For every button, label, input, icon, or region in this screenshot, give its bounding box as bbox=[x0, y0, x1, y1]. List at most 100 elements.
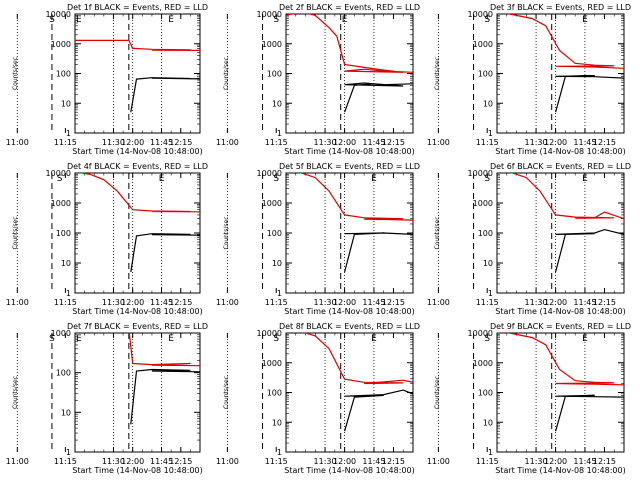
chart-title: Det 6f BLACK = Events, RED = LLD bbox=[490, 162, 631, 171]
x-tick-label: 12:00 bbox=[544, 298, 567, 307]
series-events-black bbox=[286, 81, 413, 113]
x-axis-label: Start Time (14-Nov-08 10:48:00) bbox=[284, 147, 414, 156]
chart-title: Det 2f BLACK = Events, RED = LLD bbox=[279, 3, 420, 12]
y-tick-label: 1 bbox=[277, 289, 282, 298]
series-lld-red bbox=[497, 14, 624, 69]
plot-frame bbox=[74, 332, 201, 453]
x-axis-label: Start Time (14-Nov-08 10:48:00) bbox=[495, 147, 625, 156]
x-tick-label: 11:45 bbox=[362, 298, 385, 307]
y-tick-label: 10 bbox=[272, 99, 282, 108]
x-tick-label: 12:00 bbox=[333, 457, 356, 466]
marker-s: S bbox=[57, 174, 63, 184]
x-tick-label: 11:30 bbox=[102, 138, 125, 147]
marker-e: E bbox=[342, 15, 348, 25]
y-tick-label: 10000 bbox=[46, 169, 71, 178]
x-tick-label: 11:45 bbox=[573, 457, 596, 466]
marker-s: S bbox=[273, 15, 279, 25]
x-axis-label: Start Time (14-Nov-08 10:48:00) bbox=[72, 466, 202, 475]
y-tick-label: 1000 bbox=[262, 359, 282, 368]
x-tick-label: 11:00 bbox=[216, 457, 239, 466]
x-tick-label: 11:00 bbox=[216, 298, 239, 307]
x-tick-label: 11:30 bbox=[314, 298, 337, 307]
y-tick-label: 1000 bbox=[262, 40, 282, 49]
y-tick-label: 1000 bbox=[51, 199, 71, 208]
chart-title: Det 8f BLACK = Events, RED = LLD bbox=[279, 322, 420, 331]
x-tick-label: 11:00 bbox=[6, 138, 29, 147]
y-axis-label: Counts/sec bbox=[12, 376, 19, 409]
plot-frame bbox=[285, 13, 414, 134]
x-tick-label: 11:30 bbox=[525, 298, 548, 307]
marker-e: E bbox=[582, 334, 588, 344]
series-events-black bbox=[286, 389, 413, 432]
y-tick-label: 10000 bbox=[468, 329, 493, 338]
x-tick-label: 12:15 bbox=[169, 457, 192, 466]
x-tick-label: 11:00 bbox=[427, 138, 450, 147]
chart-panel-9: Det 9f BLACK = Events, RED = LLD Counts/s… bbox=[427, 322, 631, 475]
chart-title: Det 9f BLACK = Events, RED = LLD bbox=[490, 322, 631, 331]
y-tick-label: 1 bbox=[66, 289, 71, 298]
y-tick-label: 1000 bbox=[473, 199, 493, 208]
marker-e: E bbox=[76, 334, 82, 344]
marker-s: S bbox=[49, 334, 55, 344]
x-tick-label: 11:00 bbox=[6, 298, 29, 307]
chart-panel-6: Det 6f BLACK = Events, RED = LLD Counts/s… bbox=[427, 162, 631, 316]
marker-s: S bbox=[273, 334, 279, 344]
y-tick-label: 1000 bbox=[51, 40, 71, 49]
x-tick-label: 11:00 bbox=[216, 138, 239, 147]
x-tick-label: 11:00 bbox=[6, 457, 29, 466]
x-tick-label: 12:00 bbox=[333, 298, 356, 307]
y-tick-label: 1 bbox=[488, 448, 493, 457]
series-events-black bbox=[75, 233, 200, 273]
plot-frame bbox=[496, 332, 625, 453]
x-tick-label: 12:15 bbox=[593, 457, 616, 466]
series-lld-red bbox=[286, 173, 413, 224]
series-lld-red bbox=[497, 333, 624, 386]
y-tick-label: 10000 bbox=[257, 329, 282, 338]
y-tick-label: 1000 bbox=[51, 329, 71, 338]
y-axis-label: Counts/sec bbox=[12, 216, 19, 249]
y-tick-label: 1 bbox=[66, 448, 71, 457]
x-tick-label: 12:00 bbox=[121, 457, 144, 466]
plot-frame bbox=[74, 13, 201, 134]
series-events-black bbox=[75, 368, 200, 425]
series-lld-red bbox=[75, 333, 200, 367]
y-tick-label: 100 bbox=[56, 229, 71, 238]
y-tick-label: 10 bbox=[61, 259, 71, 268]
x-tick-label: 12:15 bbox=[593, 138, 616, 147]
x-tick-label: 11:30 bbox=[525, 457, 548, 466]
y-tick-label: 1000 bbox=[473, 359, 493, 368]
x-tick-label: 11:15 bbox=[54, 457, 77, 466]
marker-e: E bbox=[168, 334, 174, 344]
series-lld-red bbox=[75, 39, 200, 53]
x-tick-label: 12:00 bbox=[544, 138, 567, 147]
x-axis-label: Start Time (14-Nov-08 10:48:00) bbox=[72, 307, 202, 316]
x-axis-label: Start Time (14-Nov-08 10:48:00) bbox=[495, 466, 625, 475]
y-tick-label: 100 bbox=[267, 389, 282, 398]
x-tick-label: 12:15 bbox=[169, 298, 192, 307]
y-tick-label: 100 bbox=[478, 389, 493, 398]
x-axis-label: Start Time (14-Nov-08 10:48:00) bbox=[495, 307, 625, 316]
x-tick-label: 11:30 bbox=[525, 138, 548, 147]
chart-panel-5: Det 5f BLACK = Events, RED = LLD Counts/s… bbox=[216, 162, 420, 316]
series-lld-red bbox=[497, 173, 624, 222]
x-tick-label: 12:15 bbox=[169, 138, 192, 147]
marker-e: E bbox=[371, 174, 377, 184]
x-tick-label: 12:15 bbox=[382, 298, 405, 307]
y-tick-label: 10000 bbox=[46, 10, 71, 19]
y-tick-label: 100 bbox=[56, 369, 71, 378]
y-tick-label: 10 bbox=[483, 418, 493, 427]
x-tick-label: 11:00 bbox=[427, 298, 450, 307]
x-tick-label: 11:45 bbox=[150, 138, 173, 147]
x-tick-label: 11:45 bbox=[573, 138, 596, 147]
chart-panel-4: Det 4f BLACK = Events, RED = LLD Counts/s… bbox=[6, 162, 208, 316]
y-axis-label: Counts/sec bbox=[434, 216, 441, 249]
chart-panel-3: Det 3f BLACK = Events, RED = LLD Counts/s… bbox=[427, 3, 631, 156]
chart-title: Det 4f BLACK = Events, RED = LLD bbox=[67, 162, 208, 171]
x-tick-label: 11:15 bbox=[265, 298, 288, 307]
series-lld-red bbox=[286, 14, 413, 75]
y-tick-label: 1 bbox=[488, 129, 493, 138]
plot-frame bbox=[74, 172, 201, 294]
x-tick-label: 11:15 bbox=[476, 298, 499, 307]
series-events-black bbox=[497, 228, 624, 273]
